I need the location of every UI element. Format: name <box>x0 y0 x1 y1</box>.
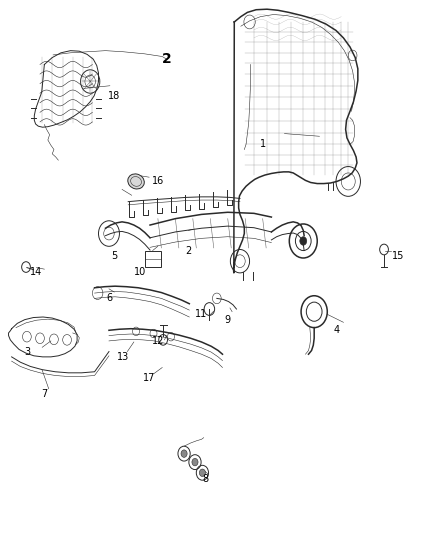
Ellipse shape <box>128 174 144 189</box>
Text: 16: 16 <box>152 176 164 187</box>
Circle shape <box>300 237 307 245</box>
Text: 1: 1 <box>260 139 266 149</box>
Text: 9: 9 <box>225 314 231 325</box>
Text: 2: 2 <box>162 52 172 66</box>
Text: 14: 14 <box>29 267 42 277</box>
Text: 7: 7 <box>41 389 47 399</box>
Text: 5: 5 <box>111 251 117 261</box>
Text: 18: 18 <box>108 91 120 101</box>
Text: 12: 12 <box>152 336 164 346</box>
Text: 8: 8 <box>203 474 209 484</box>
Circle shape <box>192 458 198 466</box>
Text: 6: 6 <box>107 293 113 303</box>
Text: 17: 17 <box>143 373 155 383</box>
Text: 3: 3 <box>24 346 30 357</box>
Circle shape <box>181 450 187 457</box>
Text: 4: 4 <box>334 325 340 335</box>
Text: 13: 13 <box>117 352 129 362</box>
Text: 11: 11 <box>195 309 208 319</box>
Circle shape <box>199 469 205 477</box>
Text: 15: 15 <box>392 251 404 261</box>
Text: 2: 2 <box>185 246 191 255</box>
Text: 10: 10 <box>134 267 147 277</box>
